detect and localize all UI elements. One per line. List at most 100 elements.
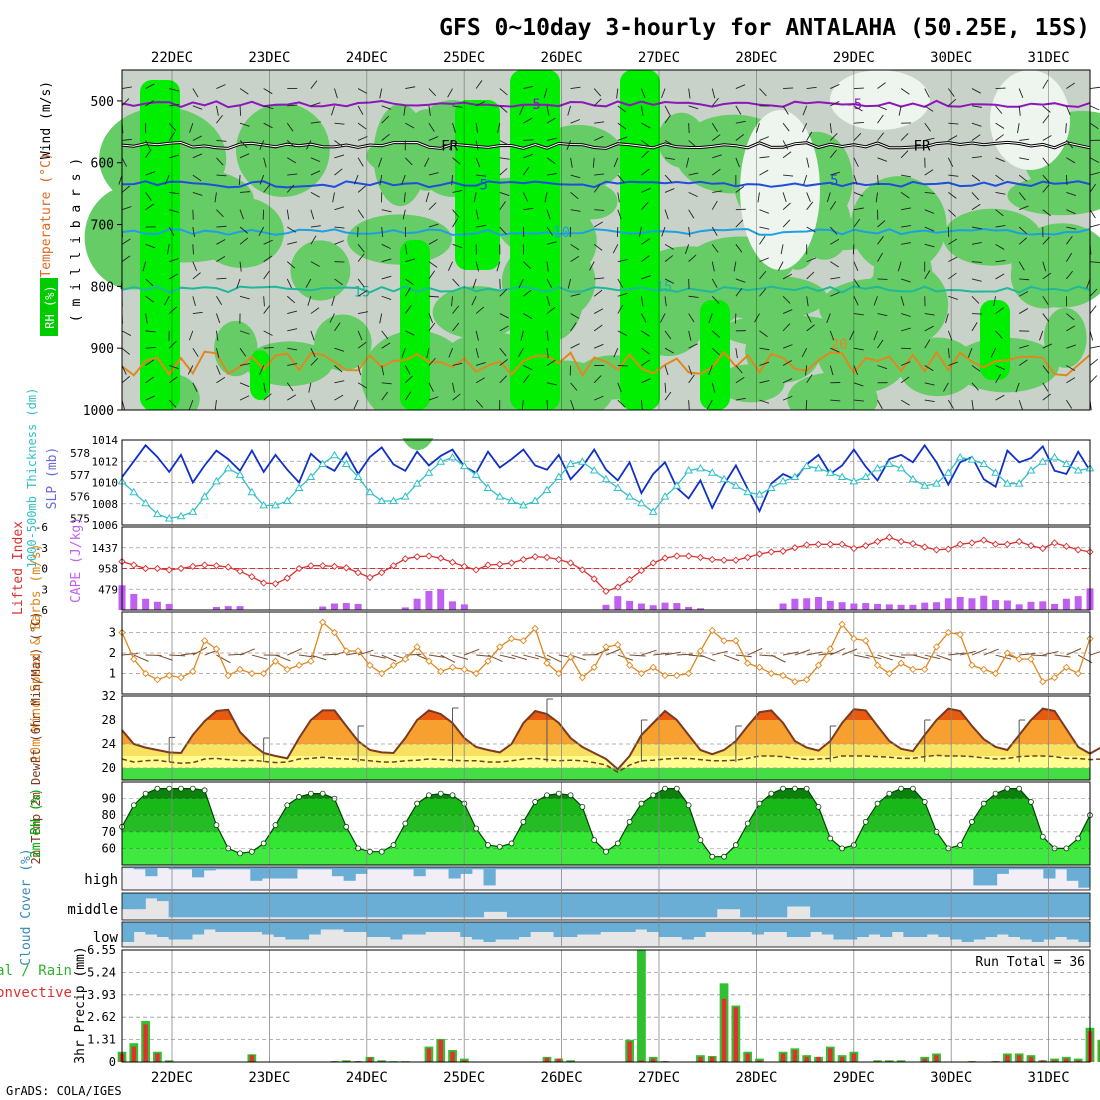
wind-barb	[1066, 270, 1073, 280]
cloud-bar	[973, 922, 986, 940]
thickness-point	[1050, 452, 1059, 461]
wind-barb	[544, 192, 548, 203]
wind-barb	[263, 305, 271, 314]
rh-saturated-band	[620, 70, 660, 410]
wind-barb	[1066, 82, 1075, 89]
wind-barb	[735, 120, 746, 124]
cloud-bar	[798, 867, 811, 870]
cloud-bar	[950, 922, 963, 940]
wind-barb-10m	[771, 654, 786, 663]
wind-barb	[357, 157, 364, 167]
wind-barb	[664, 255, 674, 262]
cape-bar	[1074, 596, 1082, 610]
wind-barb	[641, 330, 651, 337]
wind-barb	[405, 122, 415, 129]
isotherm-label: 20	[831, 337, 848, 353]
wind-barb	[428, 396, 439, 401]
rh-point	[402, 820, 409, 827]
rh-point	[496, 843, 503, 850]
rh-point	[272, 822, 279, 829]
wind-barb	[428, 313, 434, 324]
cloud-bar	[821, 893, 834, 918]
wind-barb	[830, 238, 840, 245]
wind-barb	[216, 365, 221, 375]
wind-speed-point	[803, 676, 811, 684]
wind-barb	[873, 296, 878, 306]
thickness-point	[743, 487, 753, 496]
slp-tick-label: 1014	[92, 434, 119, 447]
wind-barb	[238, 175, 241, 186]
wind-barb	[1042, 105, 1051, 113]
rh-point	[744, 820, 751, 827]
slp-thickness-panel: 101410121010100810065785775765751000-500…	[25, 388, 1095, 568]
wind-barb	[735, 84, 746, 89]
wind-barb	[499, 347, 507, 357]
wind-barb	[192, 153, 203, 159]
bottom-date-label: 22DEC	[151, 1070, 193, 1086]
cape-bar	[614, 596, 622, 610]
wind-barb	[900, 296, 905, 306]
cloud-bar	[343, 922, 356, 932]
wind-barb	[121, 255, 131, 263]
wind-barb	[263, 346, 274, 349]
wind-barb	[570, 209, 581, 212]
wind-barb	[334, 365, 343, 373]
rh-point	[650, 792, 657, 799]
thickness-tick-label: 576	[70, 491, 90, 504]
wind-barb	[499, 288, 508, 297]
wind-barb	[379, 88, 383, 99]
isotherm-line	[121, 180, 1091, 189]
cloud-bar	[436, 893, 450, 918]
wind-barb	[782, 360, 792, 366]
slp-axis-label: SLP (mb)	[45, 447, 60, 510]
run-total-label: Run Total = 36	[975, 955, 1085, 970]
rh-point	[142, 790, 149, 797]
wind-barb	[782, 202, 791, 211]
cloud-bar	[215, 922, 228, 932]
wind-barb	[404, 157, 413, 166]
cape-bar	[696, 608, 704, 610]
wind-barb	[570, 382, 578, 391]
isotherm-label: -5	[845, 97, 862, 113]
wind-speed-point	[555, 669, 563, 678]
wind-barb	[735, 365, 743, 374]
cloud-row-label: high	[84, 872, 118, 888]
wind-barb	[145, 376, 154, 384]
temp-axis-label: 2m Temp 2m DewPt (6hr Min/Max) (°C)	[29, 612, 43, 865]
cloud-bar	[646, 867, 659, 870]
lifted-index-point	[260, 579, 268, 587]
wind-barb	[924, 382, 935, 386]
cloud-bar	[611, 893, 624, 918]
precip-tick-label: 3.93	[87, 988, 116, 1002]
cloud-bar	[320, 893, 333, 918]
wind-barb	[521, 400, 524, 411]
wind-barb	[379, 313, 383, 324]
wind-barb	[594, 135, 604, 141]
rh-point	[1063, 845, 1070, 852]
slp-tick-label: 1012	[92, 455, 119, 468]
wind-barb	[995, 273, 1005, 280]
wind-barb	[875, 192, 878, 203]
cloud-bar	[495, 922, 508, 940]
cloud-bar	[588, 867, 601, 870]
cloud-bar	[122, 867, 135, 869]
wind-barb	[499, 313, 509, 319]
wind-barb	[801, 347, 808, 358]
temp-tick-label: 20	[102, 761, 116, 775]
precip-convective-bar	[934, 1055, 939, 1062]
ylabel-rh: RH (%)	[43, 285, 57, 328]
wind-barb	[334, 168, 343, 176]
wind-barb	[216, 239, 226, 245]
wind-barb	[688, 295, 699, 298]
rh-dry-patch	[990, 70, 1070, 170]
cloud-row-frame	[121, 892, 1091, 921]
lifted-index-point	[814, 540, 823, 548]
thickness-point	[389, 496, 398, 505]
rh-tick-label: 90	[102, 792, 116, 806]
wind-barb	[428, 295, 439, 298]
wind-barb-10m	[570, 654, 586, 661]
rh-point	[390, 842, 397, 848]
cloud-bar	[856, 893, 869, 918]
cloud-bar	[868, 893, 881, 918]
wind-barb	[166, 244, 170, 255]
